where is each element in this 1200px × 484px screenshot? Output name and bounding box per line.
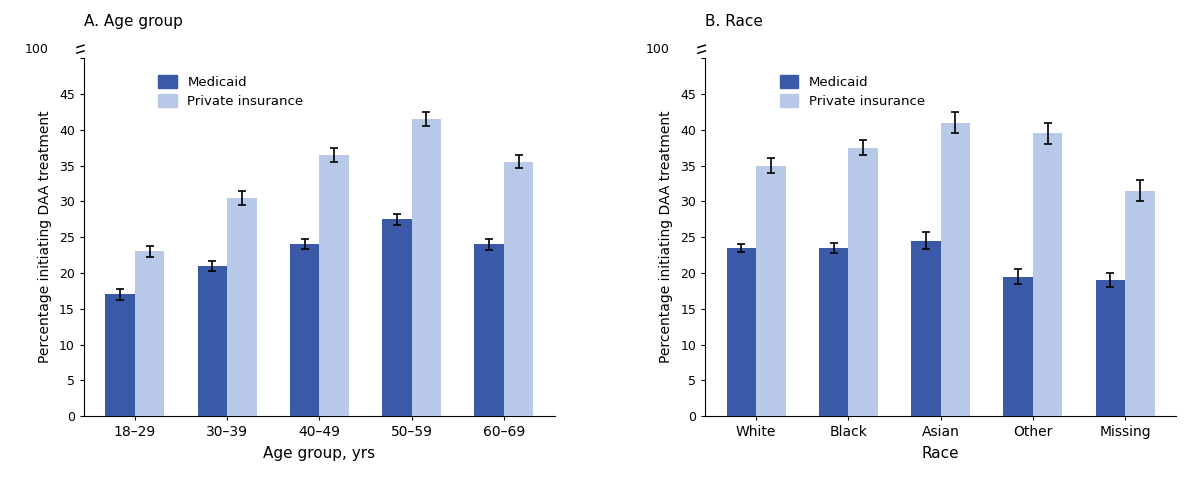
Bar [474, 244, 504, 416]
Text: A. Age group: A. Age group [84, 15, 182, 30]
Bar [818, 248, 848, 416]
Bar [726, 248, 756, 416]
Bar [941, 122, 970, 416]
Legend: Medicaid, Private insurance: Medicaid, Private insurance [773, 68, 931, 114]
Bar [1003, 276, 1033, 416]
Bar [106, 294, 134, 416]
Bar [677, 44, 696, 63]
Bar [319, 155, 349, 416]
Bar [1096, 280, 1126, 416]
Bar [134, 252, 164, 416]
X-axis label: Race: Race [922, 446, 960, 461]
Text: 100: 100 [25, 43, 49, 56]
Bar [382, 219, 412, 416]
Bar [756, 166, 786, 416]
Bar [504, 162, 534, 416]
Bar [290, 244, 319, 416]
Bar [848, 148, 878, 416]
Bar [227, 198, 257, 416]
Bar [198, 266, 227, 416]
Text: 100: 100 [646, 43, 670, 56]
X-axis label: Age group, yrs: Age group, yrs [263, 446, 376, 461]
Y-axis label: Percentage initiating DAA treatment: Percentage initiating DAA treatment [38, 111, 52, 363]
Y-axis label: Percentage initiating DAA treatment: Percentage initiating DAA treatment [659, 111, 673, 363]
Bar [1033, 133, 1062, 416]
Bar [55, 44, 74, 63]
Legend: Medicaid, Private insurance: Medicaid, Private insurance [151, 68, 310, 114]
Bar [911, 241, 941, 416]
Bar [412, 119, 442, 416]
Text: B. Race: B. Race [706, 15, 763, 30]
Bar [1126, 191, 1154, 416]
